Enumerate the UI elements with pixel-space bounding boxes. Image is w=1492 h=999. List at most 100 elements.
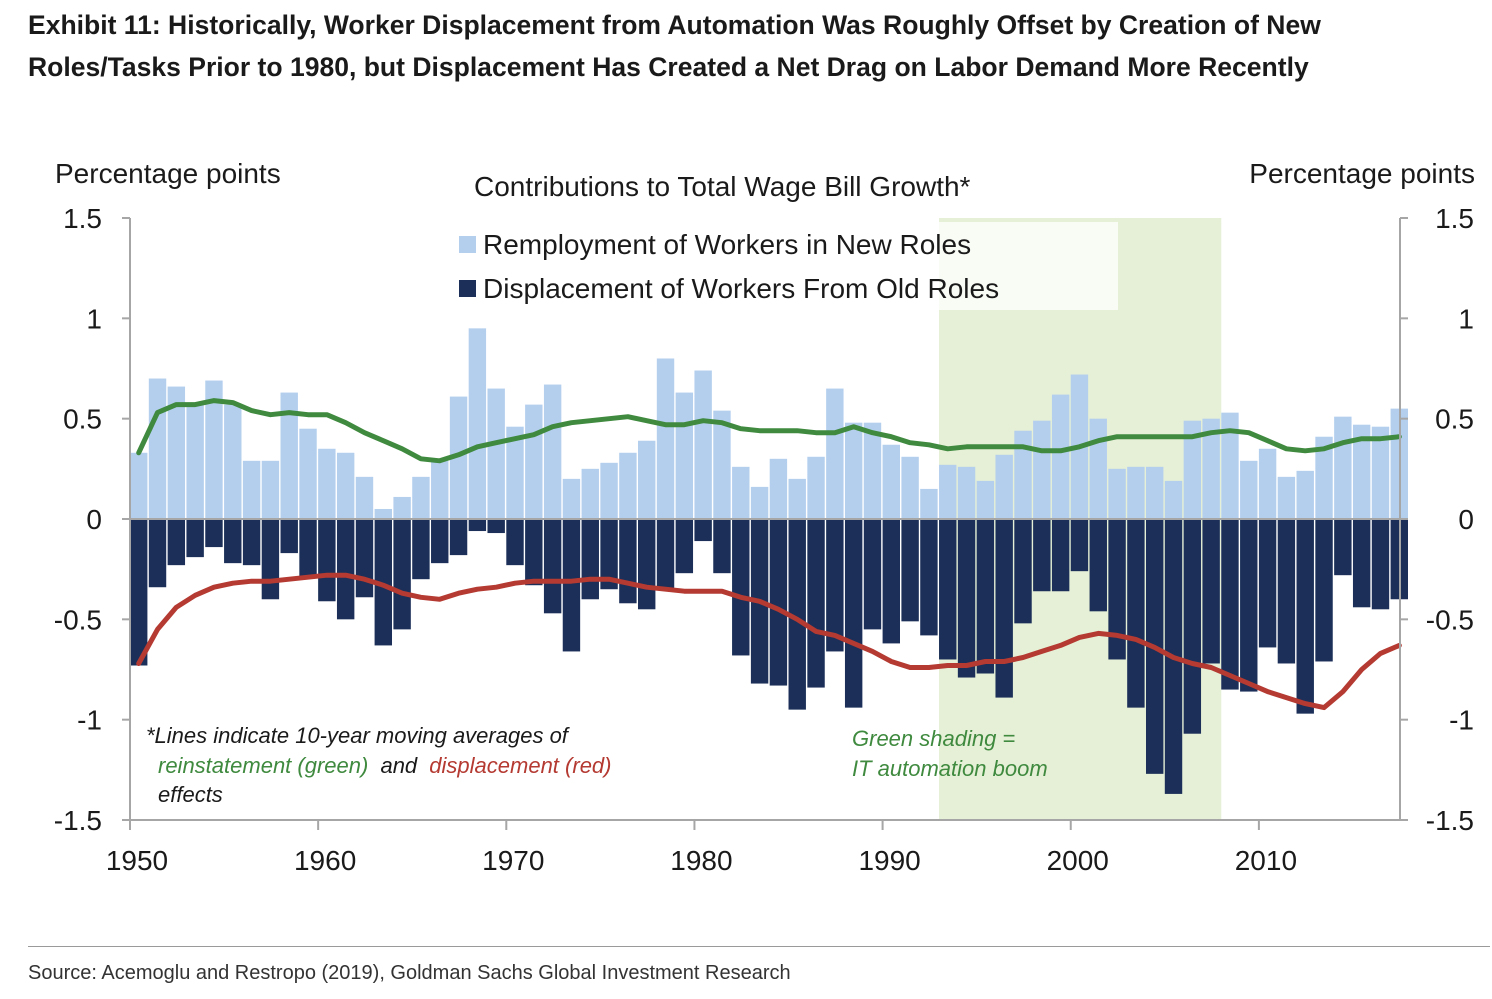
- x-tick-label: 2000: [1047, 845, 1109, 876]
- displacement-bar-1996: [995, 519, 1013, 698]
- chart-title: Contributions to Total Wage Bill Growth*: [474, 171, 971, 202]
- reemployment-bar-1969: [487, 388, 505, 519]
- x-tick-label: 1980: [670, 845, 732, 876]
- displacement-bar-1982: [732, 519, 750, 656]
- reemployment-bar-2007: [1202, 418, 1220, 519]
- displacement-bar-2002: [1108, 519, 1126, 660]
- reemployment-bar-1971: [525, 404, 543, 519]
- displacement-bar-1957: [261, 519, 280, 600]
- reemployment-bar-2005: [1164, 480, 1183, 519]
- displacement-bar-1974: [581, 519, 599, 600]
- x-tick-label: 1950: [106, 845, 168, 876]
- x-tick-label: 2010: [1235, 845, 1297, 876]
- displacement-bar-2011: [1277, 519, 1296, 664]
- reemployment-bar-1990: [882, 444, 900, 519]
- shading-label-line-1: Green shading =: [852, 726, 1015, 751]
- left-y-tick-label: 0: [86, 504, 102, 535]
- displacement-bar-1978: [656, 519, 675, 590]
- displacement-bar-1971: [525, 519, 543, 586]
- exhibit-title-line-2: Roles/Tasks Prior to 1980, but Displacem…: [28, 52, 1309, 82]
- moving-average-note-line-1: *Lines indicate 10-year moving averages …: [146, 723, 571, 748]
- displacement-bar-2013: [1315, 519, 1333, 662]
- reemployment-bar-2008: [1221, 412, 1239, 519]
- displacement-bar-1986: [807, 519, 825, 688]
- displacement-bar-1994: [957, 519, 976, 678]
- reemployment-bar-2004: [1146, 466, 1164, 519]
- displacement-bar-1961: [336, 519, 355, 620]
- reemployment-bar-1991: [901, 456, 919, 519]
- reemployment-bar-2016: [1371, 426, 1390, 519]
- displacement-bar-1952: [167, 519, 186, 566]
- exhibit-title: Exhibit 11: Historically, Worker Displac…: [28, 4, 1443, 88]
- note-reinstatement-text: reinstatement (green): [158, 753, 368, 778]
- reemployment-bar-2014: [1334, 416, 1352, 519]
- displacement-bar-2015: [1352, 519, 1371, 608]
- displacement-bar-1985: [788, 519, 806, 710]
- reemployment-bar-1959: [299, 428, 317, 519]
- left-y-tick-label: 0.5: [63, 404, 102, 435]
- reemployment-bar-1951: [148, 378, 167, 519]
- reemployment-bar-1961: [336, 452, 355, 519]
- displacement-bar-1955: [224, 519, 242, 564]
- reemployment-bar-2012: [1296, 470, 1314, 519]
- source-note: Source: Acemoglu and Restropo (2019), Go…: [28, 962, 791, 984]
- reemployment-bar-1976: [619, 452, 637, 519]
- reemployment-bar-1988: [844, 422, 863, 519]
- displacement-bar-1951: [148, 519, 167, 588]
- right-y-tick-label: -1.5: [1426, 805, 1474, 836]
- reemployment-bar-1996: [995, 454, 1013, 519]
- reemployment-bar-2001: [1089, 418, 1107, 519]
- reemployment-bar-1987: [826, 388, 844, 519]
- reemployment-bar-1978: [656, 358, 675, 519]
- x-tick-label: 1970: [482, 845, 544, 876]
- legend-box: [450, 222, 1118, 310]
- right-y-tick-label: 1: [1458, 303, 1474, 334]
- legend-label-displacement: Displacement of Workers From Old Roles: [483, 273, 999, 304]
- note-and-text: and: [380, 753, 417, 778]
- displacement-bar-1962: [355, 519, 374, 598]
- reemployment-bar-1964: [393, 496, 411, 519]
- reemployment-bar-1954: [205, 380, 223, 519]
- wage-bill-chart: 1.5 1.51 10.5 0.50 0-0.5 -0.5-1 -1-1.5 -1.51950…: [54, 158, 1475, 876]
- reemployment-bar-1970: [506, 426, 524, 519]
- displacement-bar-1975: [600, 519, 618, 590]
- right-y-tick-label: -0.5: [1426, 604, 1474, 635]
- displacement-bar-2006: [1183, 519, 1202, 734]
- reemployment-bar-1975: [600, 462, 618, 519]
- reemployment-bar-2003: [1127, 466, 1145, 519]
- displacement-bar-1967: [449, 519, 468, 556]
- displacement-bar-1997: [1014, 519, 1032, 624]
- displacement-bar-1970: [506, 519, 524, 566]
- reemployment-bar-1986: [807, 456, 825, 519]
- reemployment-bar-2002: [1108, 468, 1126, 519]
- left-y-tick-label: -1.5: [54, 805, 102, 836]
- displacement-bar-2000: [1070, 519, 1089, 572]
- reemployment-bar-1979: [675, 392, 694, 519]
- legend-swatch-reemployment: [459, 236, 476, 253]
- note-displacement-text: displacement (red): [429, 753, 611, 778]
- reemployment-bar-1989: [863, 422, 882, 519]
- reemployment-bar-1957: [261, 460, 280, 519]
- right-y-tick-label: -1: [1449, 705, 1474, 736]
- reemployment-bar-2006: [1183, 420, 1202, 519]
- displacement-bar-2001: [1089, 519, 1107, 612]
- displacement-bar-2003: [1127, 519, 1145, 708]
- reemployment-bar-1994: [957, 466, 976, 519]
- displacement-bar-2008: [1221, 519, 1239, 690]
- legend-label-reemployment: Remployment of Workers in New Roles: [483, 229, 971, 260]
- displacement-bar-1990: [882, 519, 900, 644]
- moving-average-note-line-2: reinstatement (green) and displacement (…: [158, 753, 611, 778]
- displacement-bar-1972: [543, 519, 562, 614]
- displacement-bar-1968: [468, 519, 487, 532]
- displacement-bar-1969: [487, 519, 505, 534]
- x-tick-label: 1960: [294, 845, 356, 876]
- reemployment-bar-1984: [769, 458, 788, 519]
- right-y-tick-label: 0.5: [1435, 404, 1474, 435]
- reemployment-bar-2009: [1240, 460, 1258, 519]
- displacement-bar-2012: [1296, 519, 1314, 714]
- displacement-bar-1992: [920, 519, 938, 636]
- displacement-bar-1976: [619, 519, 637, 604]
- displacement-bar-1991: [901, 519, 919, 622]
- displacement-bar-1987: [826, 519, 844, 652]
- displacement-bar-1995: [976, 519, 995, 674]
